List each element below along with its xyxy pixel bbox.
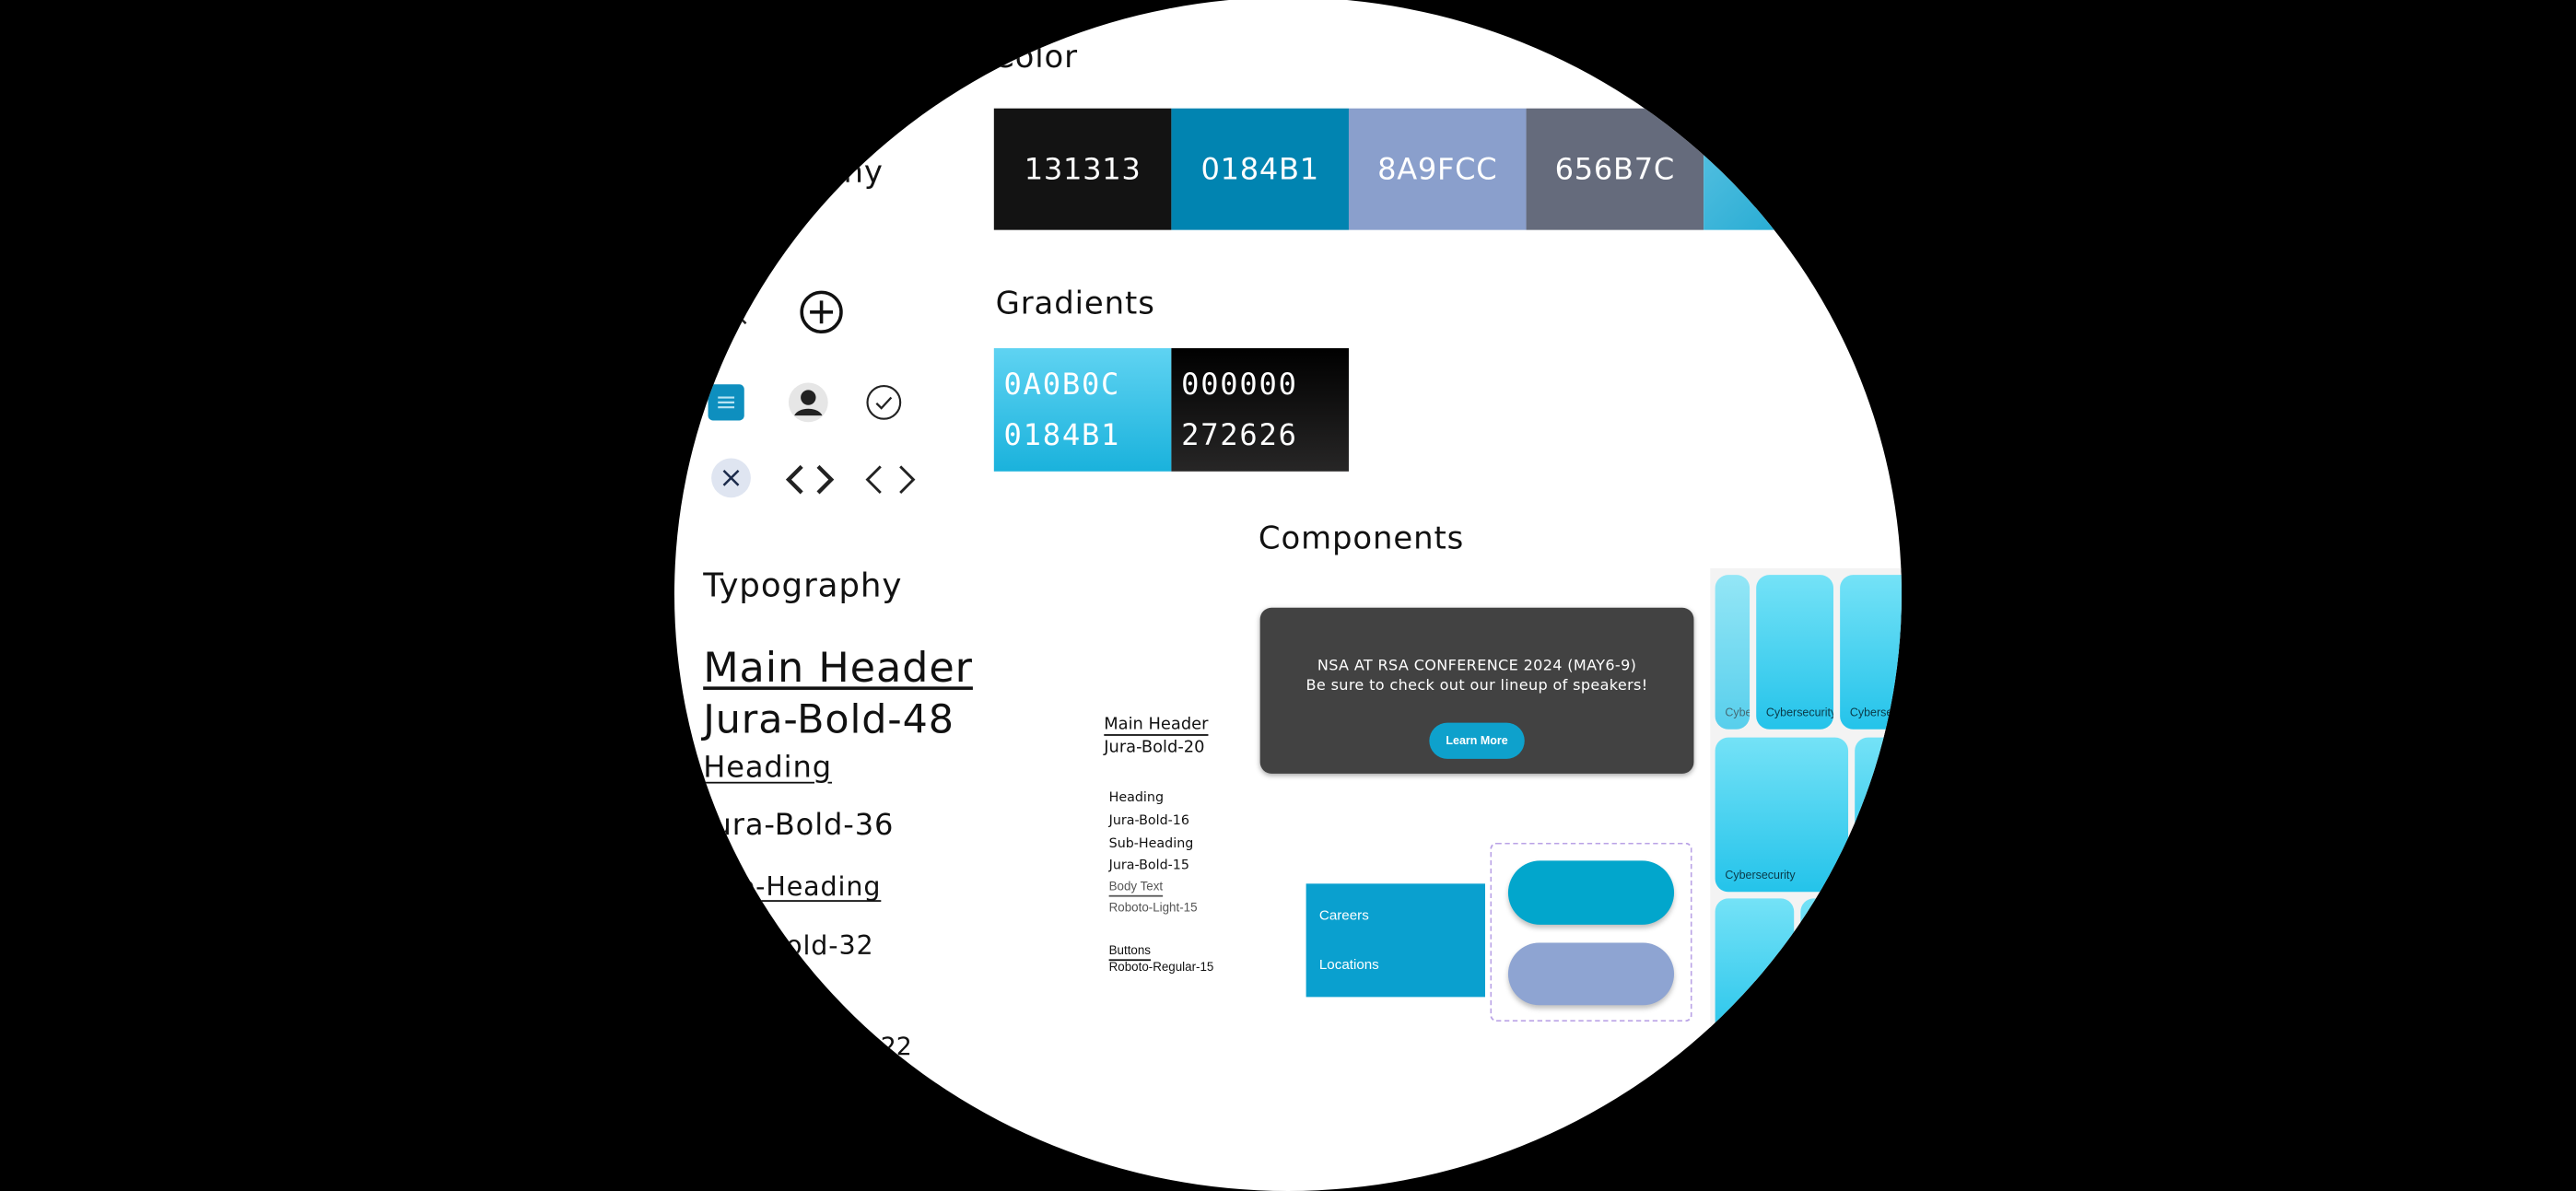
card-label: Cybersecurity bbox=[1725, 707, 1750, 720]
spec-heading: Heading bbox=[1108, 789, 1165, 805]
swatch-label: 0184B1 bbox=[1200, 151, 1319, 187]
main-header-sample: Main Header bbox=[703, 643, 973, 692]
typography-title: Typography bbox=[703, 565, 903, 605]
card-tile[interactable] bbox=[1800, 898, 1902, 1046]
color-swatch-8a9fcc[interactable]: 8A9FCC bbox=[1348, 108, 1527, 230]
spec-buttons: Buttons bbox=[1108, 942, 1151, 958]
card-tile[interactable] bbox=[1855, 737, 1902, 893]
spec-sub-heading-font: Jura-Bold-15 bbox=[1108, 857, 1189, 872]
card-label: Cybersecurity bbox=[1765, 707, 1834, 720]
gradient-label-line2: 0184B1 bbox=[1003, 417, 1121, 453]
spec-buttons-font: Roboto-Regular-15 bbox=[1108, 959, 1214, 975]
gradient-swatch-black[interactable]: 000000 272626 bbox=[1171, 348, 1349, 472]
magnifier-lens: Color 131313 0184B1 8A9FCC 656B7C Iconog… bbox=[674, 0, 1902, 1191]
close-icon[interactable] bbox=[709, 457, 752, 499]
banner-title: NSA AT RSA CONFERENCE 2024 (MAY6-9) bbox=[1317, 659, 1637, 675]
swatch-label: 131313 bbox=[1024, 151, 1142, 187]
style-guide-board: Color 131313 0184B1 8A9FCC 656B7C Iconog… bbox=[674, 0, 1902, 1187]
spec-body-font: Roboto-Light-15 bbox=[1108, 900, 1198, 916]
color-swatch-131313[interactable]: 131313 bbox=[993, 108, 1172, 230]
iconography-title: Iconography bbox=[680, 154, 884, 191]
gradient-swatch-cyan[interactable]: 0A0B0C 0184B1 bbox=[993, 348, 1172, 472]
spec-heading-font: Jura-Bold-16 bbox=[1108, 812, 1189, 828]
button-variants-frame bbox=[1490, 842, 1692, 1022]
components-title: Components bbox=[1258, 520, 1465, 557]
spec-main-header: Main Header bbox=[1104, 716, 1209, 735]
spec-sub-heading: Sub-Heading bbox=[1108, 835, 1194, 851]
sub-heading-sample: Sub-Heading bbox=[703, 870, 882, 902]
card-tile[interactable]: Cybersecurity bbox=[1756, 575, 1834, 730]
spec-main-header-font: Jura-Bold-20 bbox=[1104, 739, 1205, 758]
swatch-label: 656B7C bbox=[1554, 151, 1676, 187]
heading-sample: Heading bbox=[703, 750, 833, 786]
primary-button[interactable] bbox=[1507, 860, 1675, 925]
gradients-title: Gradients bbox=[995, 286, 1155, 322]
color-swatch-partial[interactable] bbox=[1704, 108, 1835, 230]
card-label: Cybersecurity bbox=[1849, 707, 1902, 720]
check-circle-icon[interactable] bbox=[866, 384, 902, 420]
nav-menu: Careers Locations bbox=[1306, 883, 1485, 998]
main-header-font-label: Jura-Bold-48 bbox=[703, 696, 954, 742]
user-avatar-icon[interactable] bbox=[787, 381, 829, 424]
sub-heading-font-label: Jura-Bold-32 bbox=[703, 929, 874, 962]
heading-font-label: Jura-Bold-36 bbox=[703, 808, 895, 843]
color-swatch-0184b1[interactable]: 0184B1 bbox=[1171, 108, 1349, 230]
cut-off-text: 22 bbox=[880, 1031, 912, 1061]
nav-menu-item-locations[interactable]: Locations bbox=[1318, 955, 1379, 973]
code-brackets-icon[interactable] bbox=[784, 463, 837, 496]
card-tile[interactable]: Cybersecurity bbox=[1840, 575, 1902, 730]
card-tile[interactable] bbox=[1715, 898, 1795, 1046]
nav-menu-item-careers[interactable]: Careers bbox=[1318, 906, 1369, 924]
chevron-left-partial-icon[interactable] bbox=[736, 309, 749, 325]
card-tile[interactable]: Cybersecurity bbox=[1715, 737, 1849, 893]
announcement-banner: NSA AT RSA CONFERENCE 2024 (MAY6-9) Be s… bbox=[1259, 607, 1694, 774]
card-tile[interactable]: Cybersecurity bbox=[1715, 575, 1751, 730]
cards-grid: Cybersecurity Cybersecurity Cybersecurit… bbox=[1710, 567, 1902, 1046]
color-section-title: Color bbox=[992, 39, 1078, 76]
swatch-label: 8A9FCC bbox=[1377, 151, 1498, 187]
card-label: Cybersecurity bbox=[1725, 870, 1796, 882]
gradient-label-line1: 0A0B0C bbox=[1003, 367, 1121, 402]
gradient-label-line2: 272626 bbox=[1181, 417, 1298, 453]
chevron-pair-icon[interactable] bbox=[862, 463, 919, 496]
gradient-label-line1: 000000 bbox=[1181, 367, 1298, 402]
color-swatch-656b7c[interactable]: 656B7C bbox=[1526, 108, 1704, 230]
menu-icon[interactable] bbox=[708, 384, 744, 421]
spec-body-text: Body Text bbox=[1108, 878, 1164, 894]
banner-subtitle: Be sure to check out our lineup of speak… bbox=[1306, 678, 1648, 695]
plus-circle-icon[interactable] bbox=[799, 289, 845, 335]
learn-more-button[interactable]: Learn More bbox=[1429, 722, 1525, 759]
secondary-button[interactable] bbox=[1507, 942, 1675, 1006]
